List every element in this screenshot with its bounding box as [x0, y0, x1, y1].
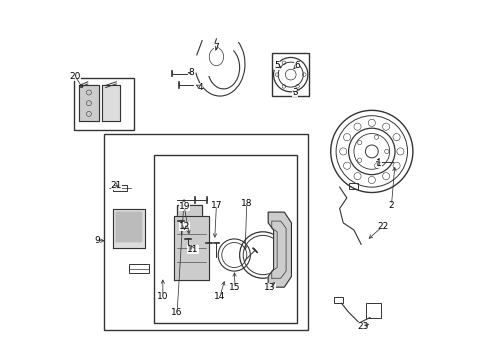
- Text: 10: 10: [157, 292, 169, 301]
- Polygon shape: [102, 85, 120, 121]
- Text: 1: 1: [376, 159, 382, 168]
- Bar: [272, 53, 309, 96]
- Bar: [104, 134, 308, 330]
- Text: 22: 22: [377, 222, 388, 231]
- Polygon shape: [173, 216, 209, 280]
- Polygon shape: [268, 212, 292, 287]
- Text: 6: 6: [294, 61, 300, 70]
- Bar: [177, 205, 202, 230]
- Text: 23: 23: [357, 322, 368, 331]
- Text: 16: 16: [172, 308, 183, 317]
- Bar: [113, 185, 127, 191]
- Text: 17: 17: [211, 201, 222, 210]
- Bar: [367, 303, 381, 318]
- Text: 12: 12: [178, 222, 190, 231]
- Text: 15: 15: [229, 283, 241, 292]
- Text: 14: 14: [214, 292, 226, 301]
- Text: 3: 3: [292, 88, 298, 97]
- Polygon shape: [177, 205, 202, 230]
- Bar: [177, 205, 202, 230]
- Text: 20: 20: [70, 72, 81, 81]
- Polygon shape: [113, 208, 145, 248]
- Polygon shape: [117, 212, 142, 241]
- Text: 13: 13: [264, 283, 276, 292]
- Bar: [129, 264, 148, 273]
- Bar: [74, 78, 134, 130]
- Polygon shape: [79, 85, 98, 121]
- Text: 11: 11: [188, 245, 199, 254]
- Text: 19: 19: [178, 202, 190, 211]
- Text: 7: 7: [214, 43, 220, 52]
- Text: 5: 5: [274, 61, 280, 70]
- Text: 8: 8: [189, 68, 195, 77]
- Text: 4: 4: [197, 83, 203, 92]
- Text: 18: 18: [241, 199, 252, 208]
- Text: 2: 2: [389, 201, 394, 210]
- Bar: [334, 297, 343, 303]
- Text: 9: 9: [94, 236, 99, 245]
- Bar: [348, 183, 358, 189]
- Bar: [154, 155, 297, 323]
- Text: 21: 21: [111, 181, 122, 190]
